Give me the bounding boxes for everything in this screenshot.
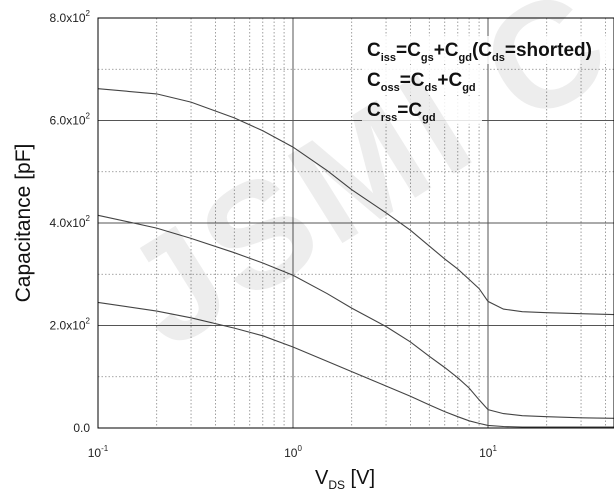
series-line-crss — [97, 301, 614, 428]
x-tick-label: 100 — [284, 444, 302, 460]
x-tick-label: 101 — [479, 444, 497, 460]
y-tick-label: 0.0 — [73, 421, 90, 435]
legend-entry: Ciss=Cgs+Cgd(Cds=shorted) — [367, 40, 592, 64]
legend-backdrop — [362, 66, 482, 94]
x-axis-label: VDS [V] — [315, 467, 375, 492]
x-tick-label: 10-1 — [88, 444, 109, 460]
plot-frame — [97, 17, 614, 429]
legend: Ciss=Cgs+Cgd(Cds=shorted) Coss=Cds+Cgd Crs… — [362, 36, 612, 124]
series-lines — [97, 88, 614, 428]
legend-entry: Crss=Cgd — [367, 100, 436, 124]
legend-entry: Coss=Cds+Cgd — [367, 70, 476, 94]
series-line-coss — [97, 214, 614, 419]
series-line-ciss — [97, 88, 614, 316]
y-tick-label: 2.0x102 — [50, 317, 91, 333]
y-axis-label: Capacitance [pF] — [12, 144, 35, 303]
x-tick-labels: 10-1 100 101 — [88, 444, 498, 460]
y-tick-labels: 0.0 2.0x102 4.0x102 6.0x102 8.0x102 — [50, 9, 91, 435]
grid — [97, 17, 614, 429]
y-tick-label: 4.0x102 — [50, 214, 91, 230]
y-tick-label: 8.0x102 — [50, 9, 91, 25]
y-tick-label: 6.0x102 — [50, 112, 91, 128]
legend-backdrop — [362, 96, 482, 124]
legend-backdrop — [362, 36, 612, 64]
